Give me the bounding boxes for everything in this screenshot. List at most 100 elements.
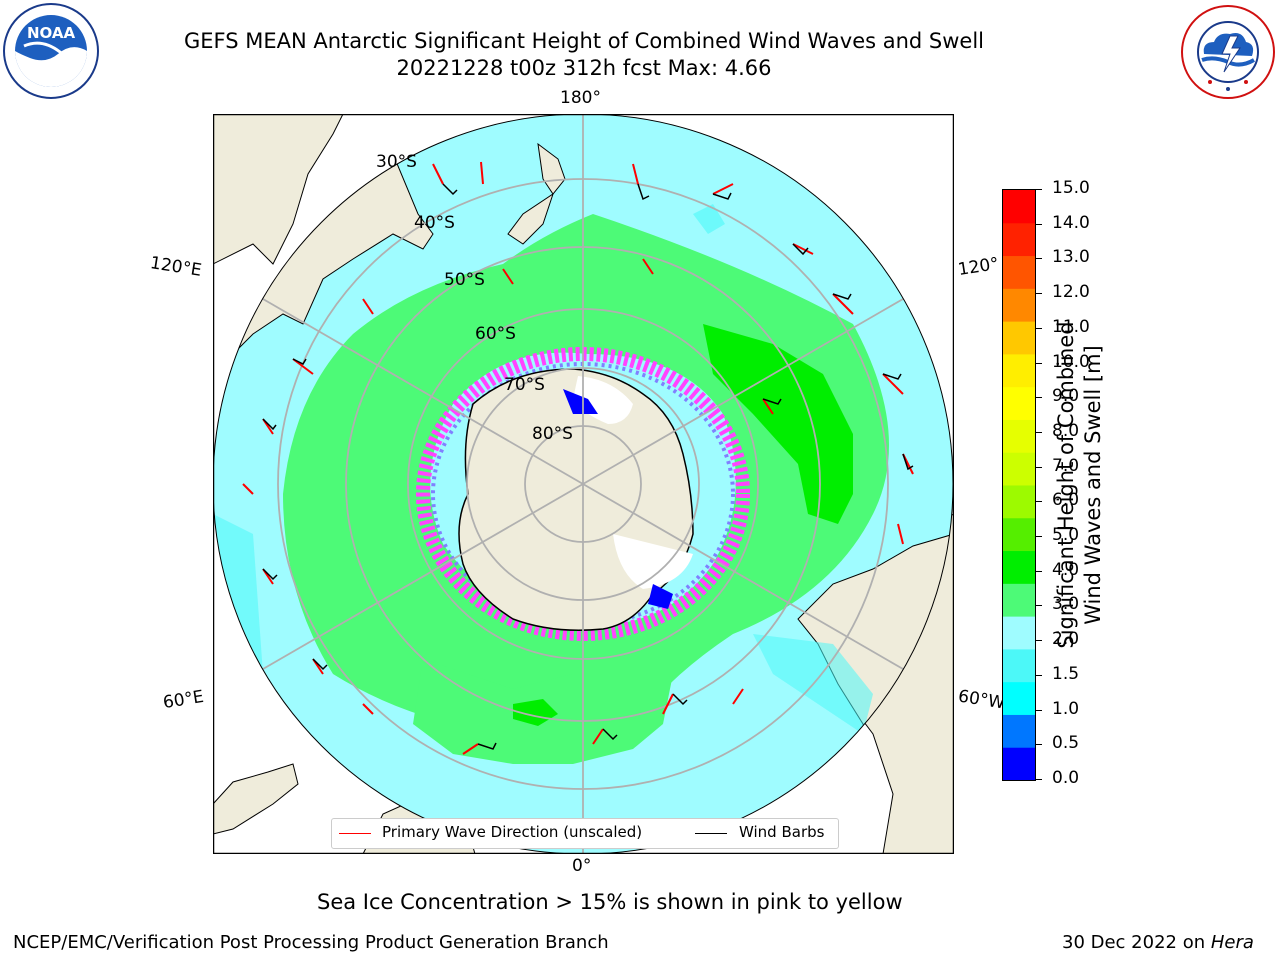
colorbar-tick-mark	[1036, 362, 1042, 364]
colorbar-tick-mark	[1036, 501, 1042, 503]
colorbar-swatch	[1003, 485, 1035, 519]
colorbar-tick-label: 4.0	[1052, 559, 1080, 580]
lon-label-120w: 120°	[956, 253, 1001, 281]
noaa-logo-text: NOAA	[27, 24, 76, 42]
wind-barbs	[262, 183, 914, 750]
weddell-sea-ice-core	[648, 584, 673, 609]
lat-label-50s: 50°S	[444, 270, 485, 290]
colorbar-swatch	[1003, 648, 1035, 683]
colorbar-tick-label: 15.0	[1052, 178, 1090, 198]
colorbar-tick-mark	[1036, 570, 1042, 572]
colorbar-swatch	[1003, 419, 1035, 453]
colorbar-tick-label: 6.0	[1052, 490, 1080, 511]
colorbar-swatch	[1003, 321, 1035, 355]
colorbar-swatch	[1003, 222, 1035, 257]
colorbar-tick-mark	[1036, 431, 1042, 433]
colorbar-tick-mark	[1036, 744, 1042, 746]
colorbar-swatch	[1003, 288, 1035, 322]
national-weather-service-logo	[1178, 2, 1278, 102]
colorbar-tick-label: 8.0	[1052, 420, 1080, 441]
lon-label-0: 0°	[572, 856, 592, 876]
ocean-1-5-2m-north	[693, 204, 725, 234]
lat-label-70s: 70°S	[504, 375, 545, 395]
land-africa	[213, 763, 299, 835]
weddell-ice-shelf	[613, 534, 693, 589]
colorbar-tick-label: 0.5	[1052, 733, 1080, 754]
wind-barbs-legend-swatch	[695, 833, 727, 834]
colorbar-title-line2: Wind Waves and Swell [m]	[1081, 345, 1105, 625]
noaa-logo: NOAA	[2, 2, 100, 100]
colorbar-swatch	[1003, 386, 1035, 420]
figure-title-line2: 20221228 t00z 312h fcst Max: 4.66	[396, 56, 772, 80]
colorbar-tick-mark	[1036, 605, 1042, 607]
colorbar-swatch	[1003, 190, 1035, 224]
footer-date: 30 Dec 2022 on Hera	[1062, 932, 1254, 953]
colorbar-tick-label: 12.0	[1052, 282, 1090, 303]
sea-ice-note: Sea Ice Concentration > 15% is shown in …	[317, 890, 903, 914]
colorbar-swatch	[1003, 550, 1035, 584]
footer-branch-credit: NCEP/EMC/Verification Post Processing Pr…	[13, 932, 609, 953]
colorbar-swatch	[1003, 353, 1035, 388]
colorbar-swatch	[1003, 681, 1035, 715]
colorbar-swatch	[1003, 616, 1035, 650]
colorbar-tick-mark	[1036, 779, 1042, 780]
lon-label-180: 180°	[560, 88, 601, 108]
ross-sea-ice-core	[563, 389, 598, 414]
colorbar-swatch	[1003, 747, 1035, 781]
colorbar-tick-mark	[1036, 709, 1042, 711]
figure-title-line1: GEFS MEAN Antarctic Significant Height o…	[183, 29, 985, 53]
colorbar-tick-label: 3.0	[1052, 594, 1080, 615]
lon-label-60e: 60°E	[161, 686, 206, 714]
colorbar-tick-label: 7.0	[1052, 455, 1080, 476]
colorbar-tick-mark	[1036, 293, 1042, 295]
colorbar-swatch	[1003, 452, 1035, 486]
colorbar-swatch	[1003, 714, 1035, 748]
colorbar-tick-mark	[1036, 674, 1042, 676]
lat-label-30s: 30°S	[376, 152, 417, 172]
colorbar-tick-label: 9.0	[1052, 386, 1080, 407]
colorbar-tick-mark	[1036, 327, 1042, 329]
lat-label-60s: 60°S	[475, 324, 516, 344]
lat-label-40s: 40°S	[414, 213, 455, 233]
colorbar-tick-mark	[1036, 223, 1042, 225]
colorbar-tick-mark	[1036, 536, 1042, 538]
antarctic-wave-height-map	[212, 113, 955, 855]
wave-direction-legend-label: Primary Wave Direction (unscaled)	[382, 823, 643, 841]
colorbar-swatch	[1003, 517, 1035, 552]
colorbar-tick-mark	[1036, 640, 1042, 642]
colorbar-tick-label: 2.0	[1052, 629, 1080, 650]
ocean-4-5m-south	[513, 699, 558, 726]
land-australia-west	[213, 114, 344, 265]
lat-label-80s: 80°S	[532, 424, 573, 444]
lon-label-120e: 120°E	[148, 253, 203, 281]
colorbar-tick-label: 1.5	[1052, 663, 1080, 684]
lon-label-60w: 60°W	[956, 686, 1007, 714]
colorbar-tick-mark	[1036, 258, 1042, 260]
wind-barbs-legend-label: Wind Barbs	[739, 823, 825, 841]
map-legend: Primary Wave Direction (unscaled) Wind B…	[331, 818, 839, 849]
colorbar-tick-label: 10.0	[1052, 351, 1090, 372]
colorbar-swatch	[1003, 255, 1035, 289]
colorbar-tick-label: 13.0	[1052, 247, 1090, 268]
footer-date-text: 30 Dec 2022 on	[1062, 932, 1211, 953]
colorbar-swatch	[1003, 583, 1035, 617]
colorbar-tick-mark	[1036, 466, 1042, 468]
colorbar-tick-mark	[1036, 189, 1042, 190]
map-frame-border	[212, 113, 955, 855]
colorbar-title: Significant Height of Combined Wind Wave…	[1053, 185, 1107, 785]
footer-machine: Hera	[1210, 932, 1254, 953]
ocean-4-5m-east	[703, 324, 853, 524]
colorbar-tick-label: 5.0	[1052, 525, 1080, 546]
colorbar-tick-label: 0.0	[1052, 768, 1080, 788]
colorbar-tick-label: 1.0	[1052, 698, 1080, 719]
wave-direction-legend-swatch	[339, 833, 371, 834]
colorbar-swatches	[1003, 190, 1035, 781]
colorbar-title-line1: Significant Height of Combined	[1054, 321, 1078, 649]
colorbar-tick-label: 14.0	[1052, 212, 1090, 233]
polar-map-svg	[212, 113, 955, 855]
colorbar-tick-label: 11.0	[1052, 316, 1090, 337]
colorbar	[1002, 189, 1036, 781]
land-new-zealand-south	[507, 192, 554, 245]
graticule	[213, 114, 953, 854]
colorbar-tick-mark	[1036, 397, 1042, 399]
